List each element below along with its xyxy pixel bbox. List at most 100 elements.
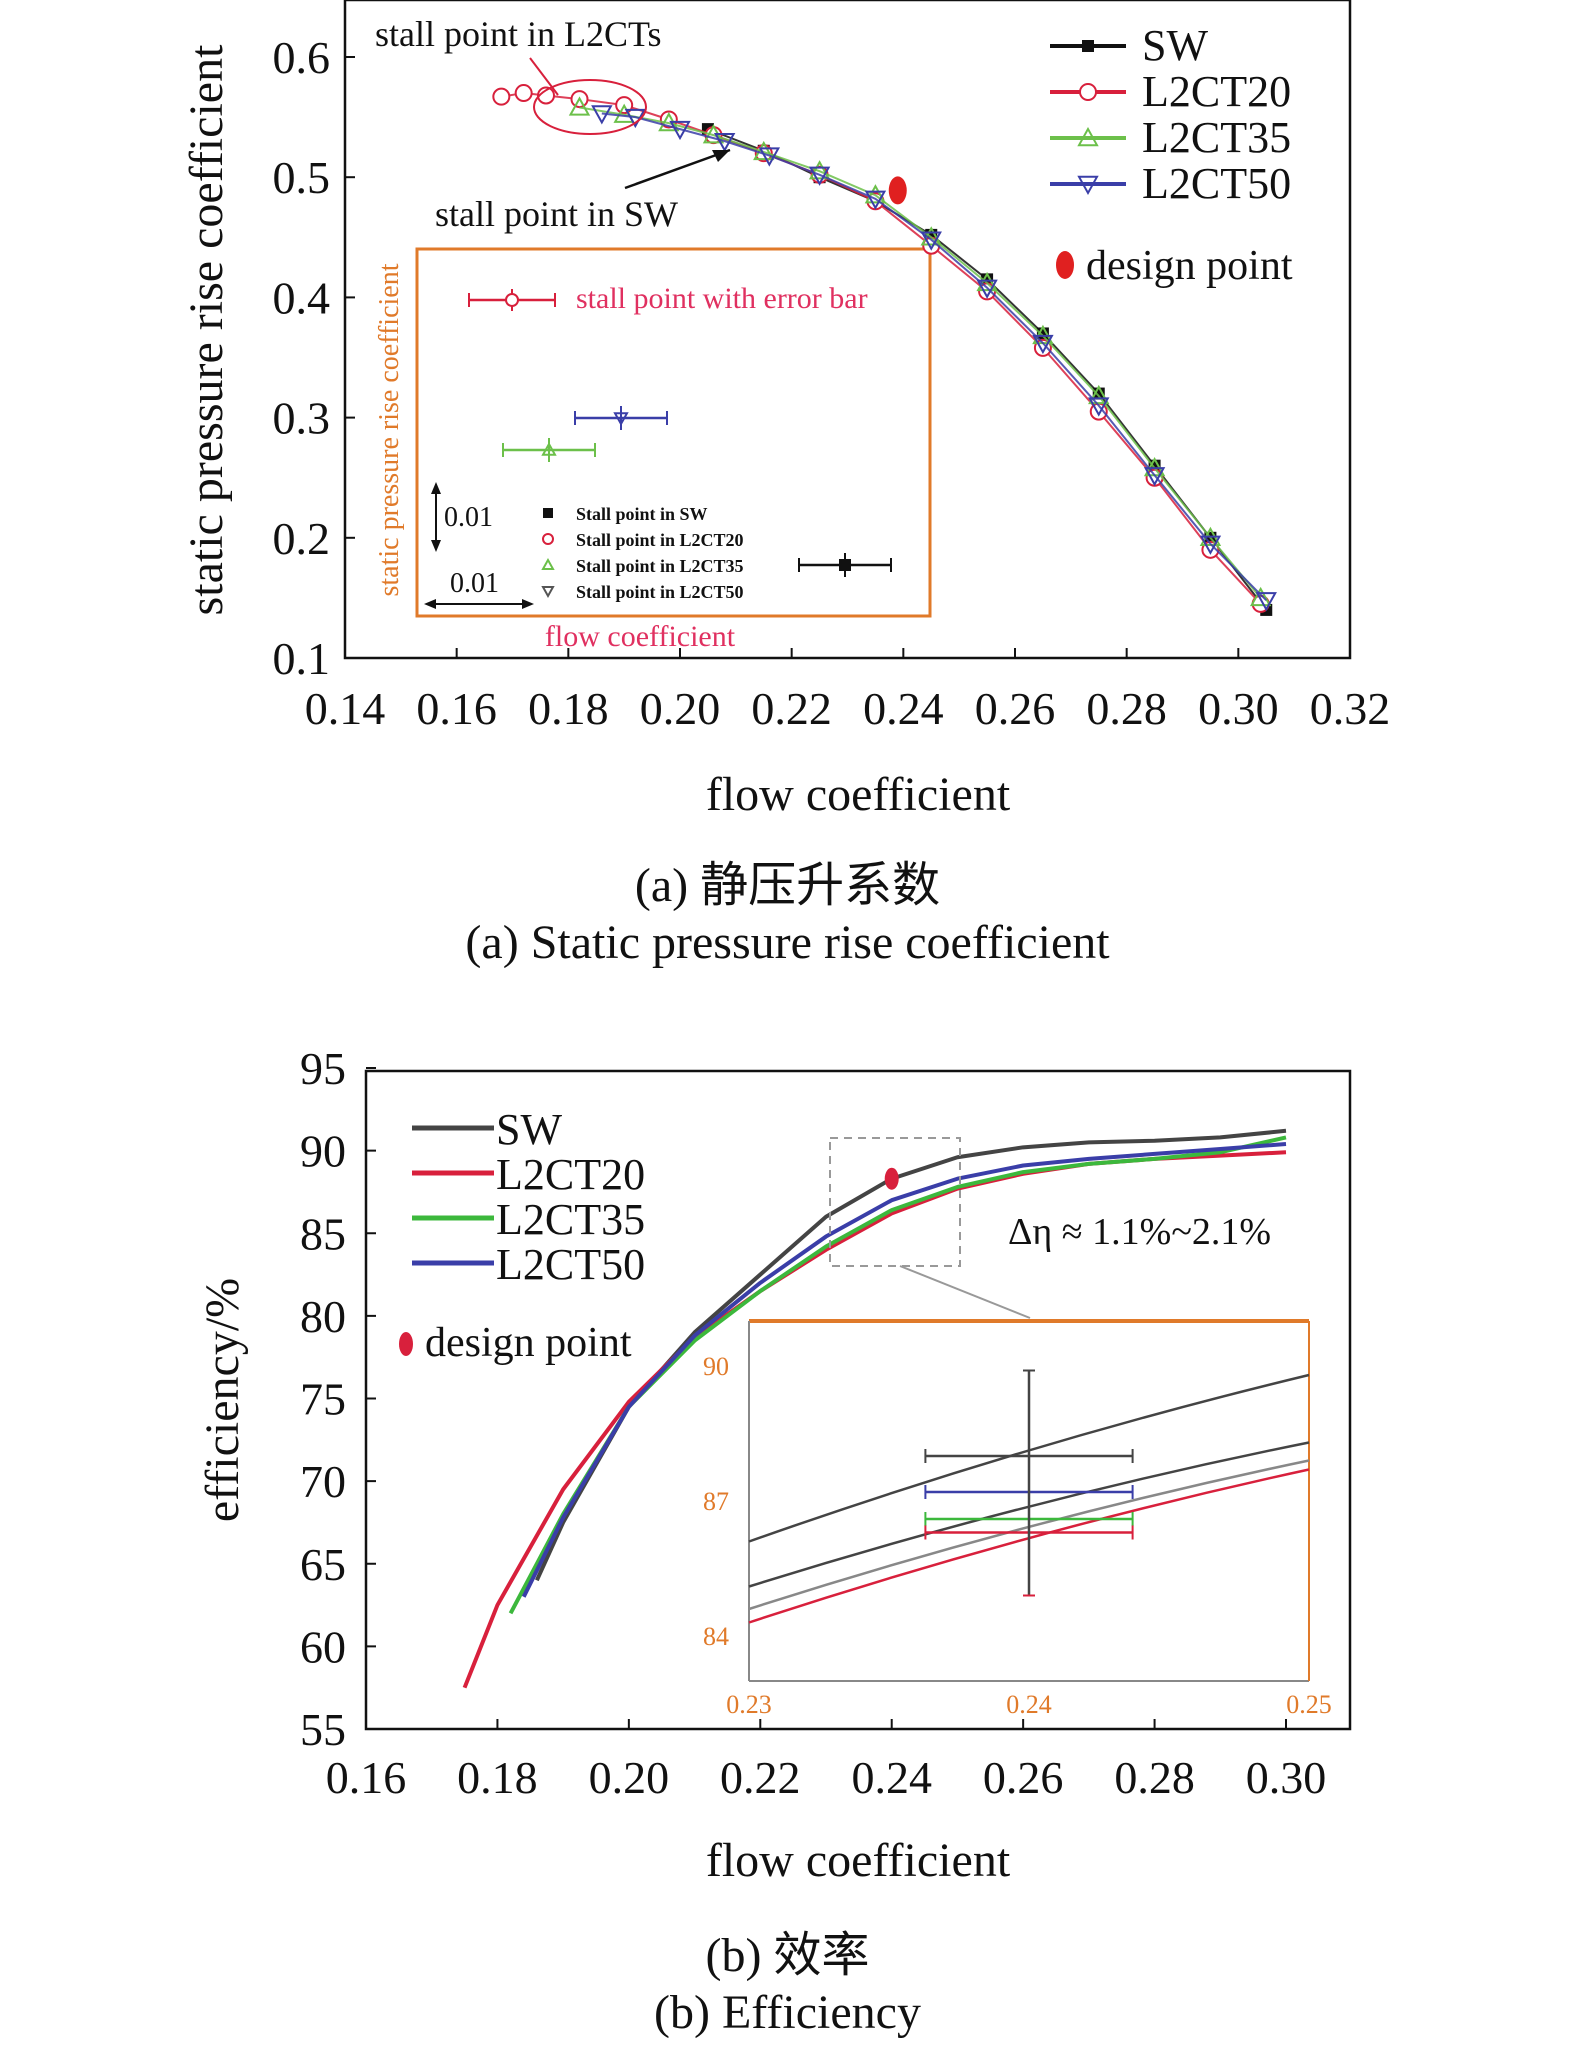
inset-a-ylabel: static pressure rise coefficient: [374, 263, 405, 596]
annotation-delta-eta: Δη ≈ 1.1%~2.1%: [1008, 1211, 1271, 1253]
inset-a-stall-sw-marker: [839, 559, 851, 571]
design-point-b: [884, 1167, 899, 1190]
x-tick-label-b: 0.30: [1246, 1752, 1327, 1803]
zoom-box-b: [829, 1137, 961, 1267]
x-tick-label-a: 0.22: [751, 683, 832, 734]
data-point-L2CT35: [1249, 586, 1272, 607]
data-point-L2CT50: [713, 132, 736, 153]
legend-label-b: SW: [496, 1105, 562, 1154]
plot-frame-b: [364, 1069, 1352, 1731]
y-tick-label-b: 60: [300, 1621, 346, 1672]
inset-a-legend-marker: [543, 508, 553, 518]
data-point-L2CT35: [808, 160, 831, 180]
inset-a-legend-label: Stall point in L2CT50: [576, 582, 744, 602]
inset-a-legend-marker: [541, 557, 555, 570]
legend-marker-a: [1077, 175, 1099, 196]
y-axis-label-a: static pressure rise coefficient: [180, 44, 233, 616]
plot-frame-a: [343, 0, 1352, 660]
y-tick-label-b: 65: [300, 1539, 346, 1590]
x-axis-label-a: flow coefficient: [706, 768, 1011, 821]
data-point-L2CT35: [1088, 384, 1110, 405]
annotation-stall-l2ct: stall point in L2CTs: [375, 14, 662, 54]
legend-label-a: L2CT35: [1142, 113, 1291, 162]
x-tick-label-a: 0.14: [305, 683, 386, 734]
y-tick-label-a: 0.3: [273, 393, 331, 444]
x-tick-label-b: 0.20: [589, 1752, 670, 1803]
y-tick-label-b: 95: [300, 1043, 346, 1094]
caption-b-cn: (b) 效率: [705, 1929, 870, 1982]
legend-design-label-b: design point: [425, 1320, 632, 1366]
y-axis-label-b: efficiency/%: [196, 1278, 249, 1522]
inset-a-scale-horizontal-label: 0.01: [450, 568, 499, 599]
y-tick-label-b: 80: [300, 1291, 346, 1342]
x-tick-label-a: 0.30: [1198, 683, 1279, 734]
legend-design-marker-b: [399, 1332, 413, 1356]
data-point-L2CT50: [1088, 397, 1110, 417]
data-point-L2CT50: [624, 108, 647, 129]
data-point-L2CT35: [753, 140, 775, 161]
data-point-L2CT50: [864, 190, 887, 210]
data-point-L2CT50: [976, 279, 998, 299]
x-tick-label-b: 0.24: [851, 1752, 932, 1803]
x-tick-label-a: 0.24: [863, 683, 944, 734]
inset-b-ytick-label: 84: [703, 1622, 729, 1651]
inset-a-stall-l2ct50-marker: [613, 412, 629, 427]
inset-a-stall-l2ct35-marker: [541, 441, 557, 456]
x-tick-label-b: 0.28: [1114, 1752, 1195, 1803]
data-point-L2CT50: [1199, 535, 1222, 555]
inset-a-xlabel: flow coefficient: [545, 620, 736, 653]
x-tick-label-a: 0.32: [1310, 683, 1391, 734]
series-line-b-L2CT50: [521, 1142, 1287, 1598]
inset-a-legend-label: Stall point in SW: [576, 504, 708, 524]
legend-marker-a: [1079, 83, 1097, 101]
y-tick-label-b: 55: [300, 1704, 346, 1755]
x-tick-label-b: 0.16: [326, 1752, 407, 1803]
legend-marker-a: [1082, 40, 1094, 52]
stall-arrowhead-sw: [712, 150, 730, 162]
x-tick-label-a: 0.20: [640, 683, 721, 734]
y-tick-label-a: 0.1: [273, 633, 331, 684]
y-tick-label-b: 90: [300, 1126, 346, 1177]
zoom-connector-b: [899, 1265, 1031, 1319]
stall-pointer-sw: [624, 148, 731, 190]
legend-design-label-a: design point: [1086, 243, 1293, 289]
y-tick-label-a: 0.2: [273, 513, 331, 564]
inset-b-panel: 84 87 90 0.23 0.24 0.25: [703, 1319, 1332, 1719]
inset-b-xtick-label: 0.25: [1286, 1690, 1332, 1719]
chart-b: 0.16 0.18 0.20 0.22 0.24 0.26 0.28 0.30 55 60 65 70…: [196, 1043, 1352, 1887]
design-point-a: [888, 176, 907, 205]
data-point-L2CT20: [492, 87, 511, 106]
stall-pointer-l2ct: [529, 57, 559, 96]
x-tick-label-a: 0.28: [1086, 683, 1167, 734]
legend-label-b: L2CT20: [496, 1150, 645, 1199]
inset-b-ytick-label: 90: [703, 1352, 729, 1381]
stall-ellipse: [533, 79, 647, 135]
legend-label-b: L2CT50: [496, 1240, 645, 1289]
legend-marker-a: [1077, 126, 1099, 147]
data-point-L2CT20: [514, 84, 533, 103]
y-tick-label-b: 85: [300, 1208, 346, 1259]
x-tick-label-b: 0.22: [720, 1752, 801, 1803]
data-point-L2CT50: [669, 120, 691, 141]
x-axis-label-b: flow coefficient: [706, 1834, 1011, 1887]
legend-label-a: L2CT20: [1142, 67, 1291, 116]
chart-a: static pressure rise coefficient flow coe…: [180, 0, 1390, 821]
inset-a-legend-marker: [542, 533, 554, 545]
caption-a-cn: (a) 静压升系数: [634, 859, 941, 912]
inset-a-legend-marker: [541, 586, 555, 599]
inset-a-panel: static pressure rise coefficient flow coe…: [374, 247, 932, 653]
data-point-L2CT50: [920, 231, 942, 251]
data-point-L2CT50: [1032, 334, 1054, 355]
data-point-L2CT35: [568, 96, 591, 116]
inset-b-xtick-label: 0.24: [1006, 1690, 1052, 1719]
caption-a-en: (a) Static pressure rise coefficient: [465, 916, 1110, 969]
data-point-L2CT35: [976, 271, 998, 292]
series-line-L2CT50: [601, 112, 1267, 602]
caption-b-en: (b) Efficiency: [654, 1986, 921, 2039]
series-line-L2CT35: [579, 106, 1262, 599]
data-point-L2CT50: [758, 147, 781, 167]
data-point-L2CT50: [808, 166, 831, 186]
y-tick-label-a: 0.5: [273, 152, 331, 203]
